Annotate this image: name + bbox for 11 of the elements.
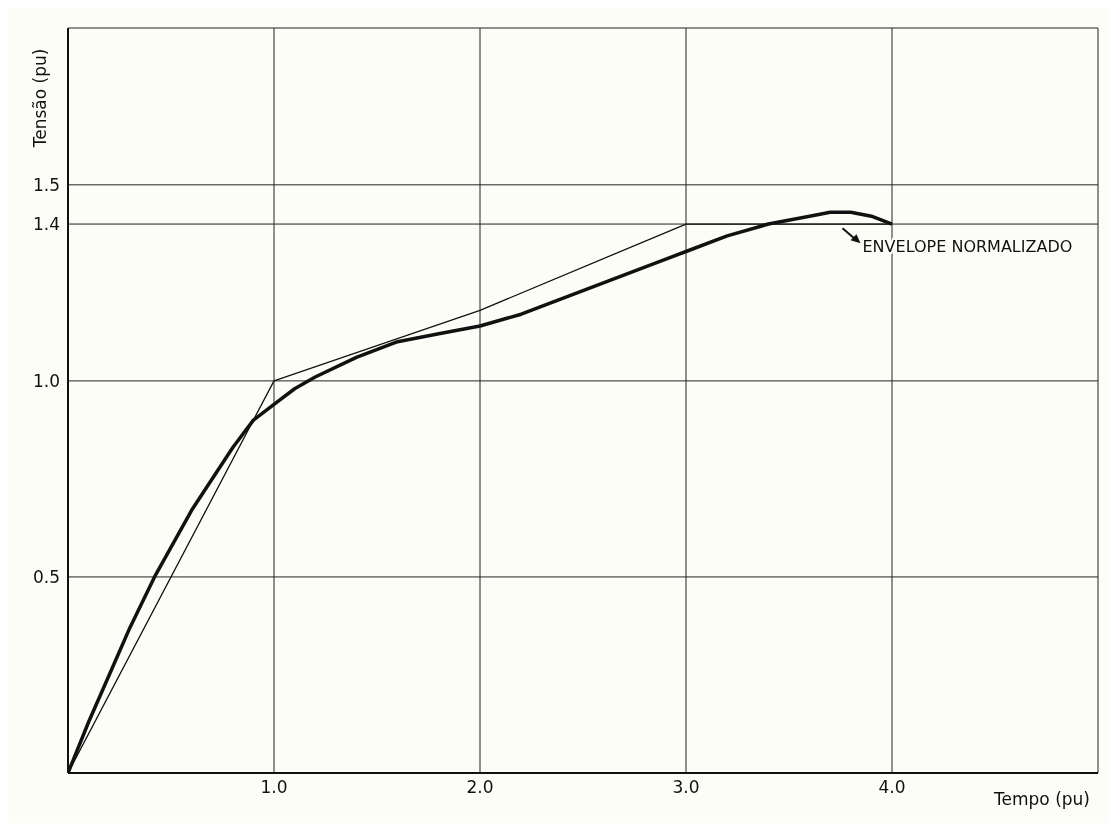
x-tick-label: 1.0 xyxy=(260,777,288,798)
x-tick-label: 4.0 xyxy=(878,777,906,798)
y-tick-label: 0.5 xyxy=(32,566,60,587)
x-tick-label: 3.0 xyxy=(672,777,700,798)
annotation: ENVELOPE NORMALIZADO xyxy=(862,237,1073,257)
y-tick-label: 1.4 xyxy=(32,214,60,235)
y-tick-label: 1.0 xyxy=(32,370,60,391)
y-tick-label: 1.5 xyxy=(32,174,60,195)
y-axis-title: Tensão (pu) xyxy=(30,48,50,149)
x-tick-label: 2.0 xyxy=(466,777,494,798)
x-axis-title: Tempo (pu) xyxy=(993,789,1090,809)
